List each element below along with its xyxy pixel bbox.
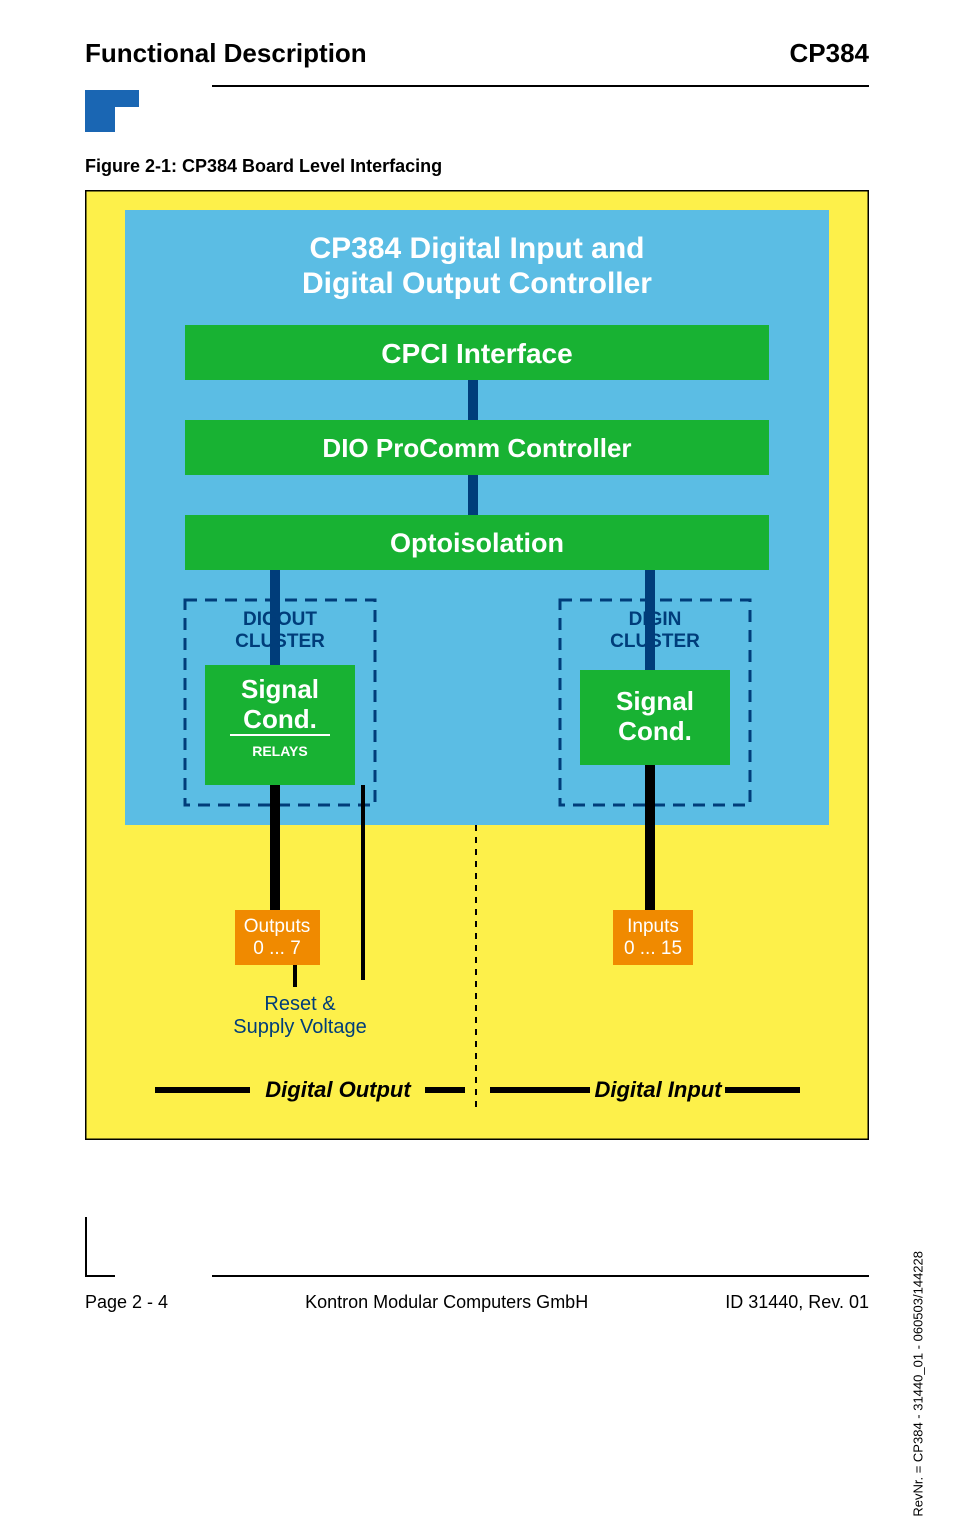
- reset-down: [293, 965, 297, 987]
- diagram-title-1: CP384 Digital Input and: [309, 232, 644, 265]
- header-rule: [212, 85, 869, 87]
- block-diagram: CP384 Digital Input and Digital Output C…: [85, 190, 869, 1140]
- digin-title-1: DIGIN: [629, 609, 682, 630]
- footer-rule: [212, 1275, 869, 1277]
- opto-label: Optoisolation: [390, 528, 564, 558]
- header-left: Functional Description: [85, 38, 367, 69]
- outputs-line2: 0 ... 7: [253, 938, 301, 959]
- in-connector: [645, 765, 655, 910]
- digital-output-label: Digital Output: [265, 1077, 412, 1102]
- digin-signal-1: Signal: [616, 686, 694, 716]
- digout-signal-1: Signal: [241, 674, 319, 704]
- header-right: CP384: [790, 38, 870, 69]
- digital-input-label: Digital Input: [594, 1077, 723, 1102]
- cpci-label: CPCI Interface: [381, 338, 572, 369]
- page-header: Functional Description CP384: [85, 38, 869, 69]
- outputs-block: Outputs 0 ... 7: [235, 910, 320, 965]
- inputs-line2: 0 ... 15: [624, 938, 682, 959]
- digin-title-2: CLUSTER: [610, 631, 700, 652]
- opto-block: Optoisolation: [185, 515, 769, 570]
- digout-signal-2: Cond.: [243, 704, 317, 734]
- logo-icon: [85, 90, 139, 132]
- digout-title-1: DIGOUT: [243, 609, 317, 630]
- connector-2: [468, 475, 478, 515]
- reset-label-1: Reset &: [264, 993, 336, 1015]
- digout-relays: RELAYS: [252, 743, 308, 759]
- revision-side-text: RevNr. = CP384 - 31440_01 - 060503/14422…: [911, 1251, 926, 1517]
- inputs-line1: Inputs: [627, 916, 679, 937]
- footer-center: Kontron Modular Computers GmbH: [305, 1292, 588, 1313]
- figure-caption: Figure 2-1: CP384 Board Level Interfacin…: [85, 156, 442, 177]
- footer-left: Page 2 - 4: [85, 1292, 168, 1313]
- diagram-title-2: Digital Output Controller: [302, 267, 652, 300]
- digin-signal-2: Cond.: [618, 716, 692, 746]
- reset-connector-long: [361, 785, 365, 980]
- connector-1: [468, 380, 478, 420]
- dio-block: DIO ProComm Controller: [185, 420, 769, 475]
- out-connector: [270, 785, 280, 910]
- reset-label-2: Supply Voltage: [233, 1016, 366, 1038]
- footer-mark-icon: [85, 1217, 115, 1277]
- outputs-line1: Outputs: [244, 916, 311, 937]
- digout-title-2: CLUSTER: [235, 631, 325, 652]
- cpci-block: CPCI Interface: [185, 325, 769, 380]
- dio-label: DIO ProComm Controller: [322, 433, 631, 463]
- footer-right: ID 31440, Rev. 01: [725, 1292, 869, 1313]
- inputs-block: Inputs 0 ... 15: [613, 910, 693, 965]
- page-footer: Page 2 - 4 Kontron Modular Computers Gmb…: [85, 1292, 869, 1313]
